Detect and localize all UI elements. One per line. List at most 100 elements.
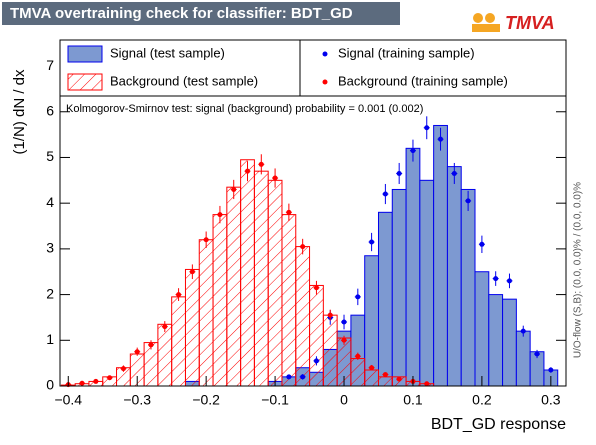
background-bar <box>295 246 311 387</box>
legend-swatch <box>322 79 328 85</box>
x-tick-label: 0.2 <box>472 392 492 408</box>
background-bar <box>157 323 173 387</box>
signal-bar <box>433 124 448 387</box>
training-point <box>217 212 223 218</box>
logo-dot <box>485 13 495 23</box>
training-point <box>396 376 402 382</box>
training-point <box>369 365 375 371</box>
legend-label: Signal (training sample) <box>338 45 475 60</box>
background-bar <box>226 186 242 387</box>
y-tick-label: 2 <box>46 285 54 301</box>
y-axis-label: (1/N) dN / dx <box>11 69 28 155</box>
training-point <box>327 312 333 318</box>
training-point <box>534 351 540 357</box>
training-point <box>286 374 292 380</box>
training-point <box>341 319 347 325</box>
background-bar <box>240 159 255 387</box>
training-point <box>93 378 99 384</box>
logo-bar <box>472 24 500 32</box>
training-point <box>313 285 319 291</box>
overflow-note: U/O-flow (S,B): (0.0, 0.0)% / (0.0, 0.0)… <box>573 182 584 358</box>
background-bar <box>198 239 214 387</box>
training-point <box>231 186 237 192</box>
training-point <box>506 278 512 284</box>
signal-bar <box>515 330 531 387</box>
training-point <box>410 148 416 154</box>
training-point <box>148 342 154 348</box>
training-point <box>120 366 126 372</box>
training-point <box>313 358 319 364</box>
training-point <box>548 367 554 373</box>
training-point <box>355 353 361 359</box>
legend-box <box>299 39 567 97</box>
training-point <box>300 374 306 380</box>
x-tick-label: 0.3 <box>541 392 561 408</box>
training-point <box>465 198 471 204</box>
background-bar <box>364 369 379 387</box>
training-point <box>382 191 388 197</box>
background-bar <box>253 170 269 387</box>
training-point <box>438 136 444 142</box>
training-point <box>203 237 209 243</box>
training-point <box>493 276 499 282</box>
y-tick-label: 4 <box>46 194 54 210</box>
legend-swatch <box>67 73 103 91</box>
x-tick-label: −0.1 <box>261 392 289 408</box>
y-tick-label: 6 <box>46 102 54 118</box>
training-point <box>341 337 347 343</box>
x-tick-label: 0 <box>340 392 348 408</box>
ks-annotation: Kolmogorov-Smirnov test: signal (backgro… <box>66 103 423 115</box>
x-tick-label: 0.1 <box>403 392 423 408</box>
logo-dot <box>473 13 483 23</box>
signal-bar <box>488 294 504 387</box>
signal-bar <box>405 147 421 387</box>
y-tick-label: 7 <box>46 57 54 73</box>
training-point <box>176 292 182 298</box>
training-point <box>134 349 140 355</box>
signal-bar <box>377 211 393 387</box>
legend-label: Signal (test sample) <box>110 45 225 60</box>
signal-bar <box>391 188 407 387</box>
background-bar <box>350 358 366 387</box>
training-point <box>162 324 168 330</box>
signal-bar <box>446 166 462 387</box>
y-tick-label: 0 <box>46 377 54 393</box>
legend-swatch <box>67 45 103 63</box>
training-point <box>424 381 430 387</box>
x-tick-label: −0.3 <box>123 392 151 408</box>
training-point <box>479 241 485 247</box>
background-bar <box>267 179 283 387</box>
legend-swatch <box>322 51 328 57</box>
training-point <box>79 380 85 386</box>
x-tick-label: −0.4 <box>54 392 82 408</box>
training-point <box>245 168 251 174</box>
title-box <box>2 2 400 25</box>
x-tick-label: −0.2 <box>192 392 220 408</box>
signal-bar <box>502 298 517 387</box>
training-point <box>189 269 195 275</box>
background-bar <box>171 296 186 387</box>
y-tick-label: 5 <box>46 148 54 164</box>
background-bar <box>281 214 297 387</box>
training-point <box>258 161 264 167</box>
background-bar <box>377 376 393 387</box>
logo: TMVA <box>472 13 555 33</box>
training-point <box>286 209 292 215</box>
training-point <box>520 328 526 334</box>
y-tick-label: 3 <box>46 240 54 256</box>
logo-text: TMVA <box>505 13 555 33</box>
legend-label: Background (training sample) <box>338 73 508 88</box>
training-point <box>355 294 361 300</box>
training-point <box>272 175 278 181</box>
training-point <box>396 170 402 176</box>
training-point <box>300 244 306 250</box>
signal-bar <box>419 179 435 387</box>
training-point <box>382 372 388 378</box>
background-bar <box>184 268 200 387</box>
y-tick-label: 1 <box>46 331 54 347</box>
signal-bar <box>474 271 490 387</box>
training-point <box>107 375 113 381</box>
background-bar <box>309 284 324 387</box>
background-bar <box>322 314 338 387</box>
